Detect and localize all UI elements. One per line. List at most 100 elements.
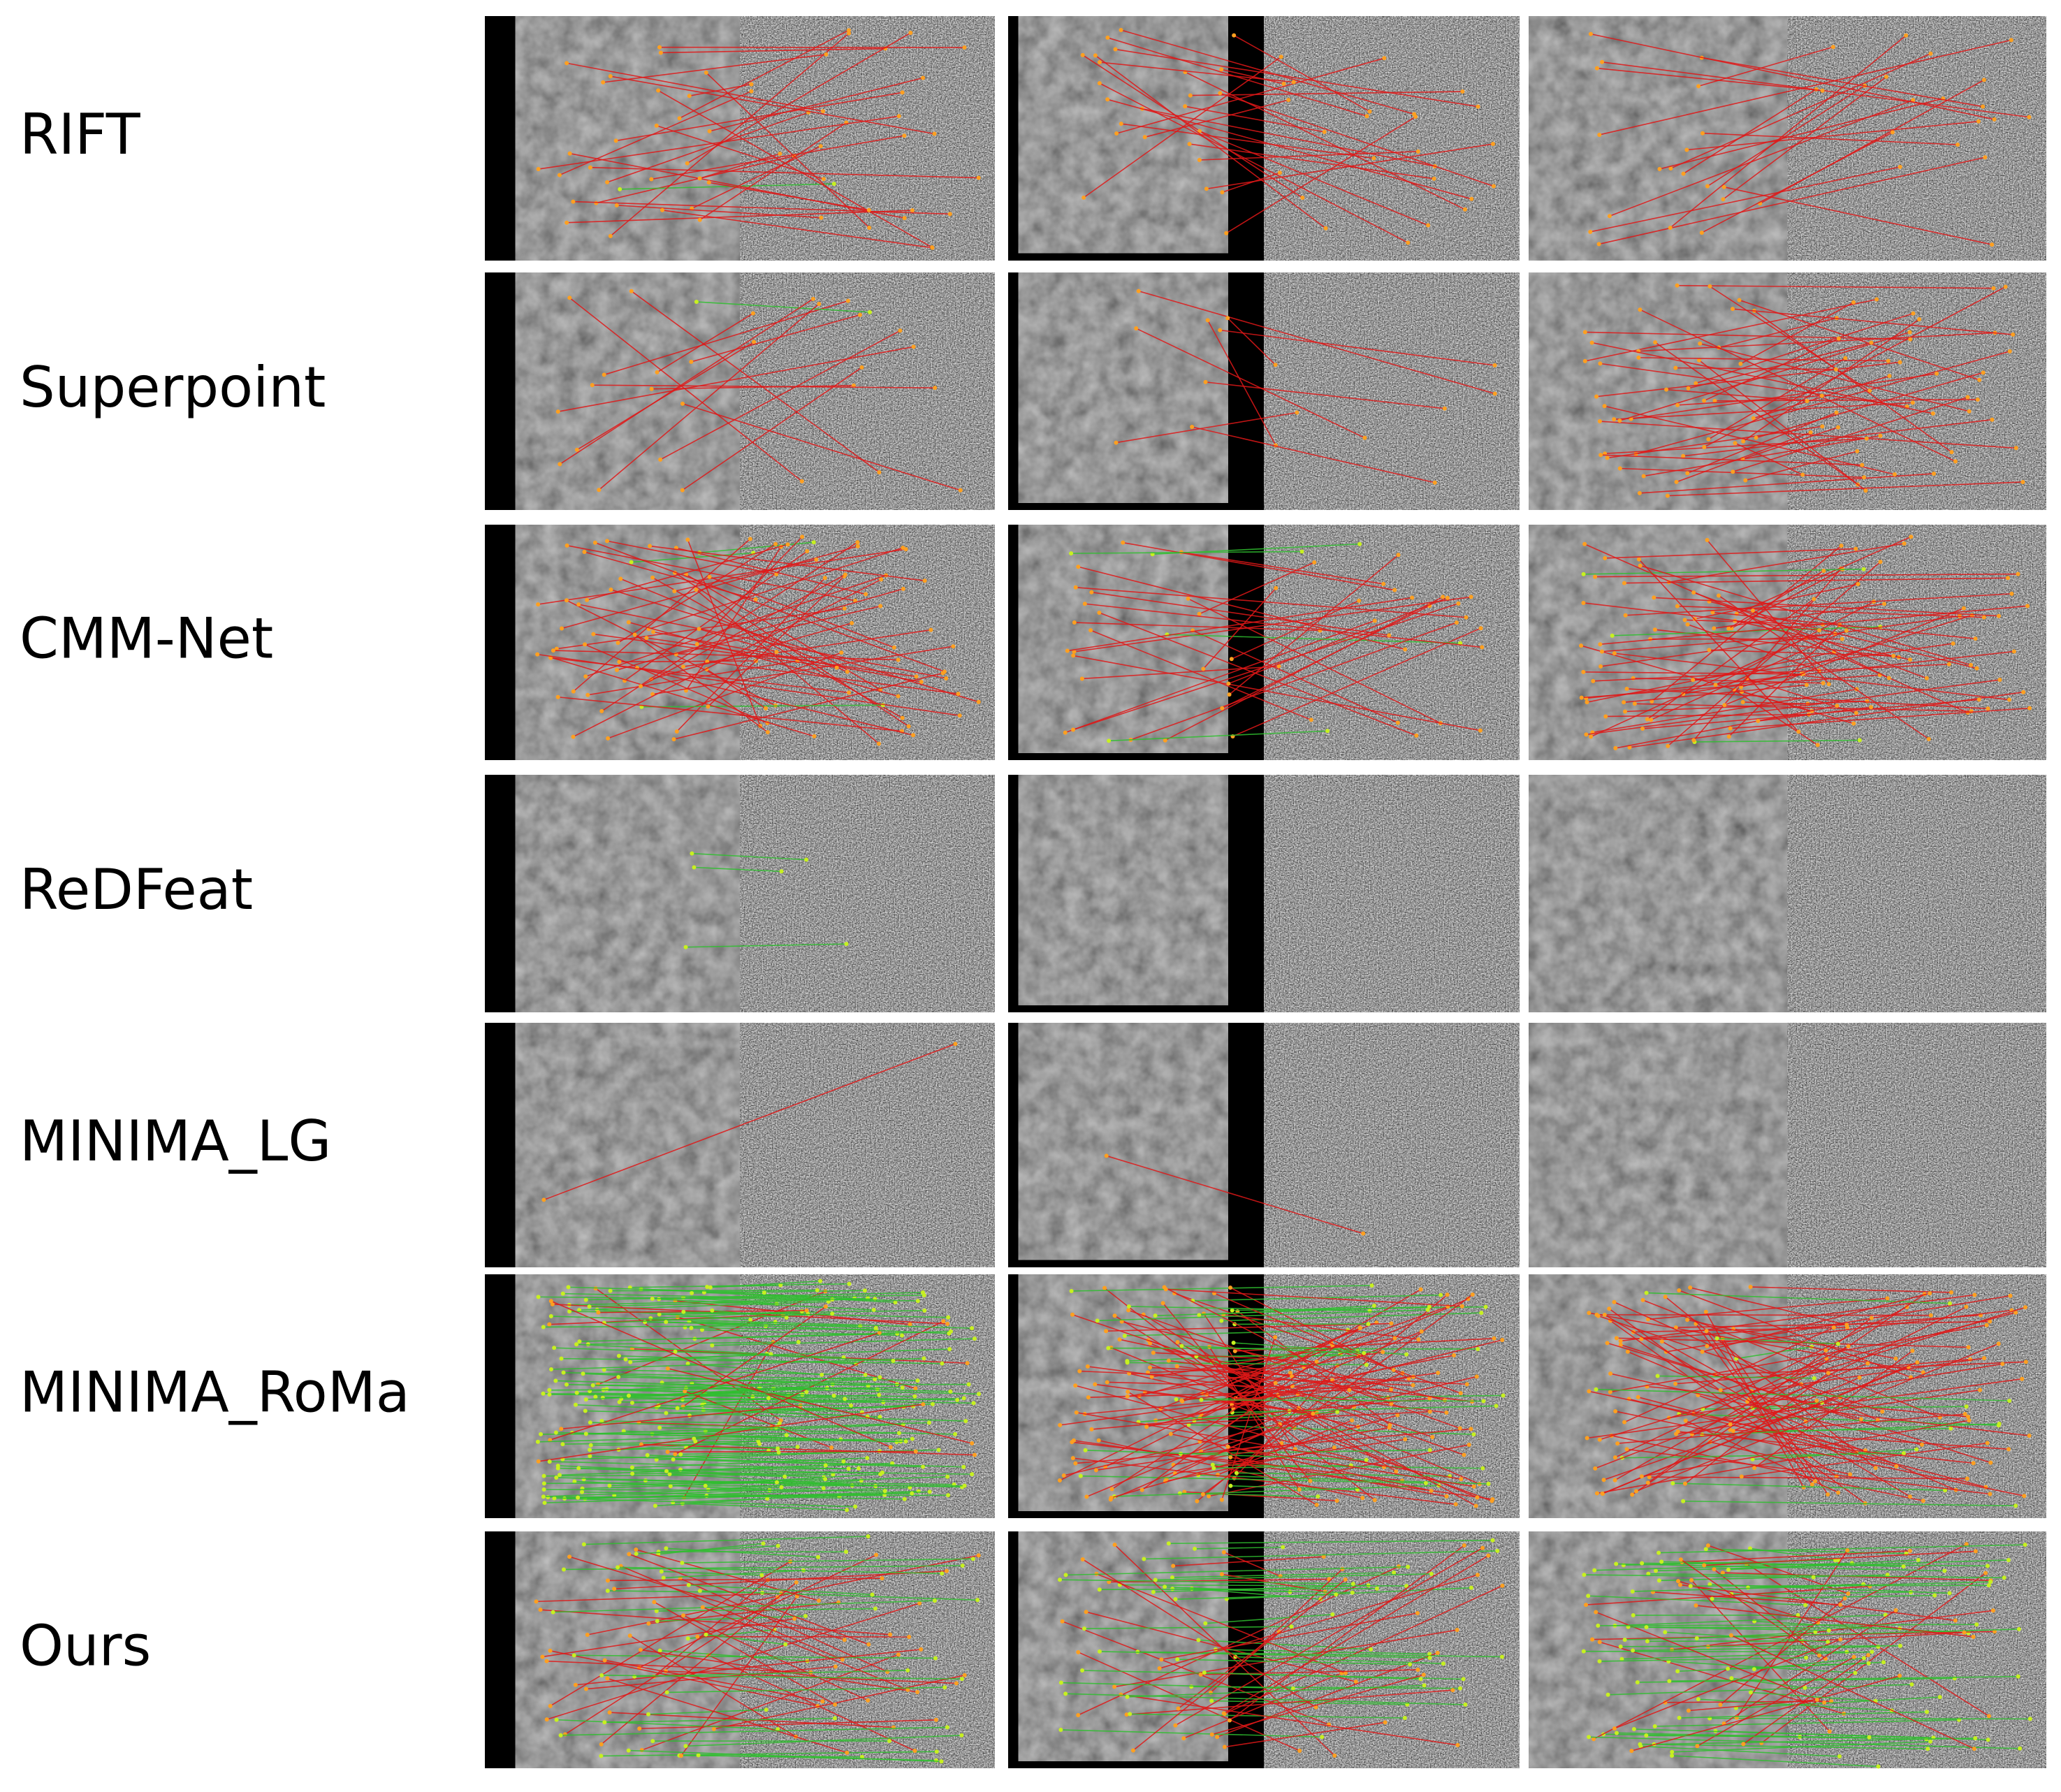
keypoint [1083,1448,1088,1452]
optical-image [515,1023,740,1267]
keypoint [1125,1360,1130,1365]
keypoint [685,1636,690,1641]
match-panel [485,525,995,760]
keypoint [1461,1677,1466,1682]
keypoint [1826,1628,1831,1633]
match-line [1588,1595,1806,1606]
keypoint [1664,387,1669,392]
keypoint [1582,541,1587,546]
keypoint [1898,360,1902,365]
keypoint [547,1392,552,1397]
keypoint [1712,626,1717,631]
keypoint [817,301,822,306]
keypoint [970,1441,975,1445]
keypoint [1973,636,1978,641]
keypoint [2025,604,2030,609]
match-line [1728,570,1824,629]
keypoint [812,734,817,738]
match-line [1722,76,1887,200]
keypoint [1350,1418,1355,1423]
sar-image [1264,272,1520,510]
keypoint [1978,1387,1983,1392]
keypoint [1343,1577,1348,1582]
keypoint [639,1748,644,1753]
keypoint [606,736,611,741]
keypoint [1300,196,1305,201]
match-line [1605,548,1856,559]
keypoint [627,1552,632,1557]
match-line [1617,1413,1965,1444]
keypoint [1631,1727,1636,1732]
keypoint [1490,142,1495,147]
keypoint [933,1656,938,1661]
keypoint [644,636,649,641]
keypoint [1707,1582,1712,1587]
match-line [1221,605,1430,709]
keypoint [1928,1291,1932,1296]
keypoint [1597,132,1602,137]
keypoint [1411,1383,1415,1387]
match-line [1619,331,1910,421]
keypoint [541,1494,546,1499]
keypoint [1584,732,1589,737]
keypoint [657,1312,662,1317]
row-label: Ours [20,1613,151,1678]
match-panel [1008,525,1520,760]
match-line [1704,1550,1976,1566]
keypoint [1820,424,1825,429]
match-line [1090,629,1312,721]
keypoint [1854,546,1858,551]
match-line [1750,1691,1876,1702]
match-line [607,1578,882,1582]
keypoint [927,1489,932,1494]
keypoint [565,543,569,548]
match-line [1670,53,1931,169]
keypoint [1442,1398,1447,1403]
keypoint [896,694,901,699]
keypoint [2016,1674,2020,1679]
keypoint [1974,1622,1979,1627]
match-line [695,589,880,745]
keypoint [756,1438,761,1443]
keypoint [1953,459,1958,464]
keypoint [2002,1575,2007,1580]
keypoint [576,1495,581,1500]
keypoint [678,1753,683,1758]
keypoint [1614,1731,1619,1735]
match-line [1177,1659,1411,1666]
keypoint [1645,1480,1650,1485]
keypoint [553,1378,558,1383]
keypoint [1406,240,1411,245]
keypoint [1622,700,1626,705]
keypoint [1463,1702,1468,1707]
keypoint [697,217,702,222]
keypoint [1894,1464,1899,1469]
keypoint [590,1383,595,1387]
match-line [1707,85,1865,187]
match-line [1724,186,1993,245]
keypoint [1323,226,1328,231]
keypoint [626,620,631,625]
match-line [706,72,870,228]
keypoint [902,133,907,138]
keypoint [659,1569,664,1574]
keypoint [1663,1630,1668,1635]
match-line [1176,1394,1503,1400]
keypoint [565,61,569,66]
keypoint [599,1419,604,1424]
keypoint [821,109,826,114]
keypoint [1290,1686,1295,1691]
keypoint [1976,697,1981,702]
keypoint [1990,1608,1995,1613]
keypoint [1427,1304,1432,1309]
keypoint [1949,1290,1953,1295]
keypoint [1473,1503,1478,1508]
keypoint [690,851,694,856]
keypoint [1119,28,1123,33]
match-line [551,1357,924,1370]
keypoint [775,1446,780,1451]
keypoint [694,588,699,592]
keypoint [910,1491,915,1496]
keypoint [1726,734,1731,739]
keypoint [2023,1305,2027,1310]
